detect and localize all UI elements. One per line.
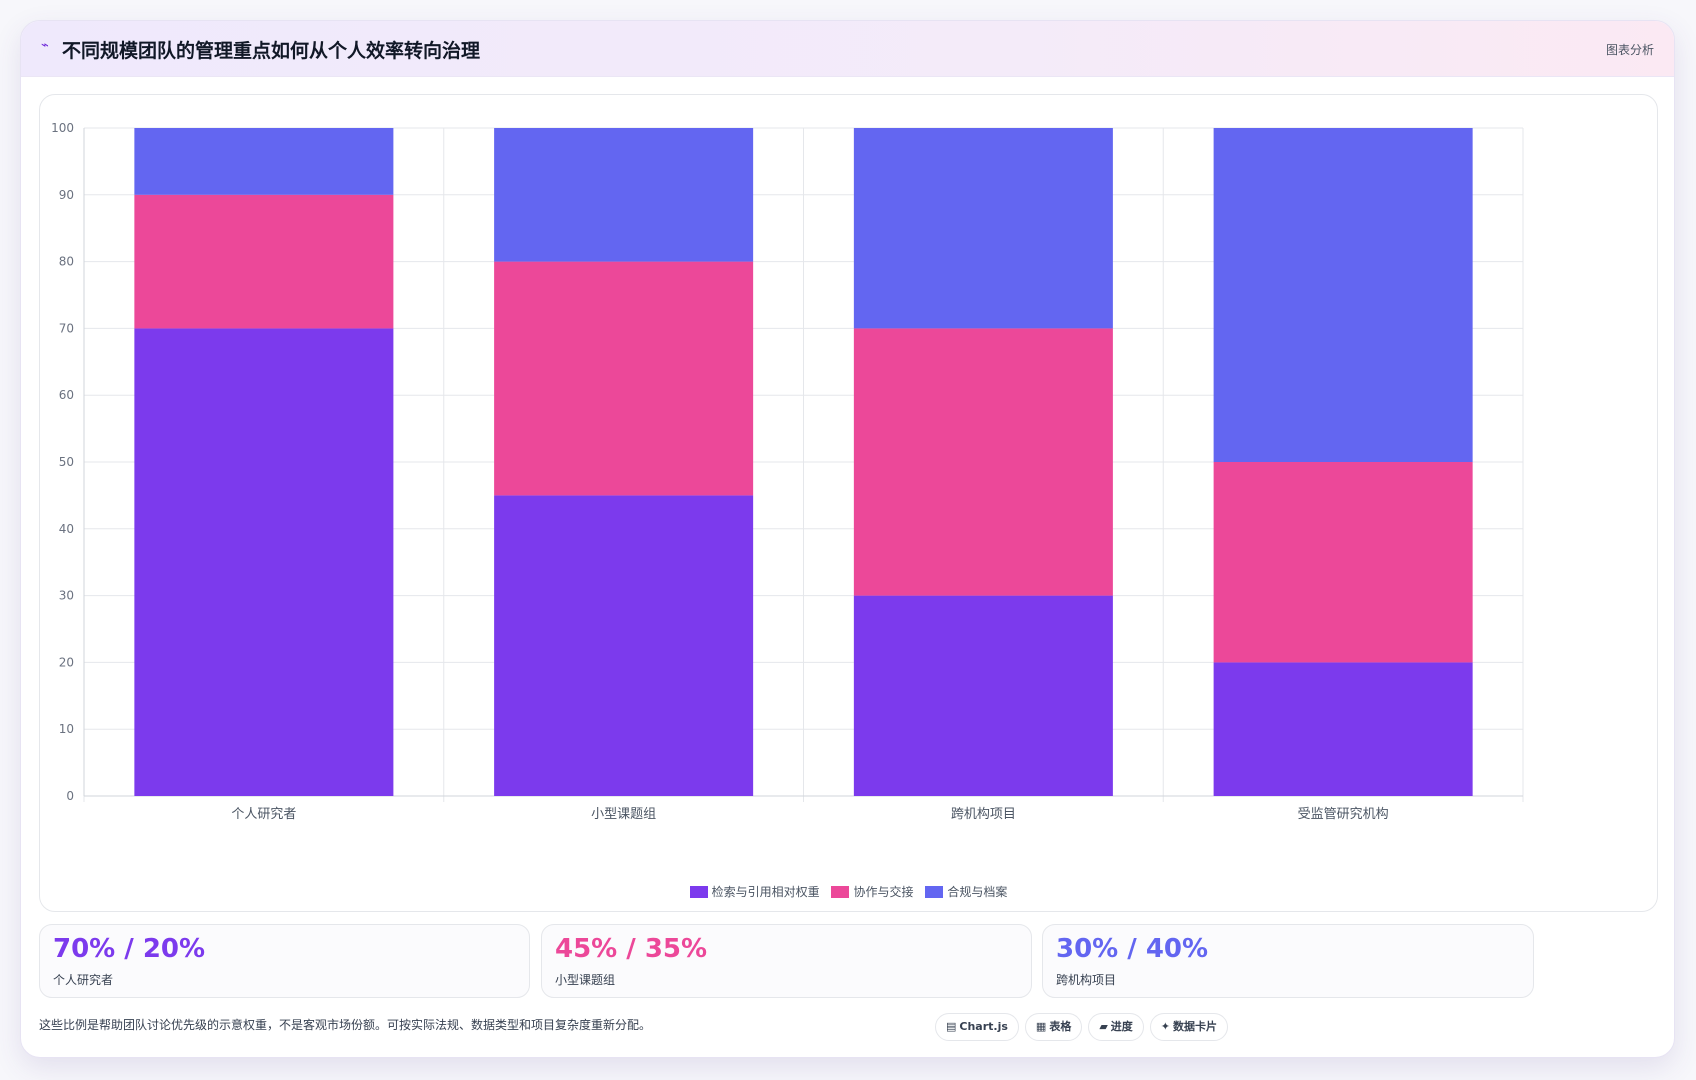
legend-swatch (689, 886, 708, 898)
y-tick-label: 10 (59, 722, 74, 736)
chip-chartjs[interactable]: ▤ Chart.js (935, 1013, 1019, 1041)
y-tick-label: 80 (59, 255, 74, 269)
bar-segment (494, 128, 754, 262)
bar-segment (853, 595, 1113, 796)
tool-chips: ▤ Chart.js ▦ 表格 ▰ 进度 ✦ 数据卡片 (935, 1013, 1234, 1041)
chip-label: Chart.js (959, 1020, 1008, 1033)
bar-segment (494, 261, 754, 496)
legend-item-collaboration[interactable]: 协作与交接 (831, 883, 914, 900)
progress-icon: ▰ (1099, 1020, 1108, 1033)
y-tick-label: 90 (59, 188, 74, 202)
table-icon: ▦ (1035, 1020, 1047, 1033)
y-tick-label: 50 (59, 455, 74, 469)
chart-card: ⌁ 不同规模团队的管理重点如何从个人效率转向治理 图表分析 0 10 20 30 40 5… (20, 20, 1675, 1058)
footnote: 这些比例是帮助团队讨论优先级的示意权重，不是客观市场份额。可按实际法规、数据类型… (39, 1018, 652, 1032)
bar-segment (1213, 462, 1473, 663)
y-tick-label: 30 (59, 589, 74, 603)
bar-segment (134, 128, 394, 195)
bar-segment (134, 194, 394, 329)
chip-label: 进度 (1110, 1020, 1133, 1033)
bar-segment (1213, 128, 1473, 462)
chip-progress[interactable]: ▰ 进度 (1088, 1013, 1144, 1041)
bar-segment (134, 328, 394, 796)
chart-analysis-badge: 图表分析 (1605, 43, 1654, 57)
x-tick-label: 受监管研究机构 (1298, 807, 1389, 822)
y-tick-label: 70 (59, 321, 74, 335)
card-header: ⌁ 不同规模团队的管理重点如何从个人效率转向治理 图表分析 (21, 21, 1674, 77)
bar-segment (494, 495, 754, 796)
stat-card-individual: 70% / 20% 个人研究者 (39, 924, 530, 998)
y-tick-label: 100 (51, 121, 74, 135)
x-tick-label: 小型课题组 (591, 807, 656, 822)
stat-label: 个人研究者 (53, 973, 114, 987)
chart-panel: 0 10 20 30 40 50 60 70 80 90 100 个人研究者 小型课题组 跨机构项目 受监管… (39, 94, 1658, 912)
x-tick-label: 跨机构项目 (951, 807, 1016, 822)
bar-segment (853, 128, 1113, 329)
legend-item-compliance[interactable]: 合规与档案 (925, 883, 1007, 900)
legend-label: 检索与引用相对权重 (711, 885, 820, 899)
chip-label: 数据卡片 (1173, 1020, 1218, 1033)
chart-title: 不同规模团队的管理重点如何从个人效率转向治理 (62, 40, 481, 62)
stat-value: 30% / 40% (1056, 934, 1209, 964)
trend-icon: ⌁ (41, 38, 49, 53)
bar-segment (1213, 662, 1473, 796)
legend-swatch (831, 886, 850, 898)
chip-table[interactable]: ▦ 表格 (1024, 1013, 1083, 1041)
stat-card-cross-institution: 30% / 40% 跨机构项目 (1042, 924, 1534, 998)
stat-card-small-group: 45% / 35% 小型课题组 (541, 924, 1032, 998)
stat-value: 70% / 20% (53, 934, 206, 964)
y-tick-label: 40 (59, 522, 74, 536)
legend-label: 协作与交接 (853, 885, 914, 899)
stat-label: 跨机构项目 (1056, 973, 1117, 987)
y-tick-label: 60 (59, 388, 74, 402)
legend-swatch (925, 886, 944, 898)
chart-legend: 检索与引用相对权重 协作与交接 合规与档案 (40, 883, 1657, 900)
legend-label: 合规与档案 (947, 885, 1008, 899)
stat-label: 小型课题组 (555, 973, 616, 987)
y-tick-label: 0 (66, 789, 74, 803)
stacked-bar-chart: 0 10 20 30 40 50 60 70 80 90 100 个人研究者 小型课题组 跨机构项目 受监管… (51, 121, 1524, 822)
chart-icon: ▤ (946, 1020, 957, 1033)
bar-segment (853, 328, 1113, 596)
sparkle-icon: ✦ (1160, 1020, 1171, 1033)
chip-label: 表格 (1049, 1020, 1072, 1033)
chip-data-cards[interactable]: ✦ 数据卡片 (1149, 1013, 1229, 1041)
x-tick-label: 个人研究者 (231, 807, 296, 822)
stat-value: 45% / 35% (555, 934, 708, 964)
legend-item-retrieval[interactable]: 检索与引用相对权重 (689, 883, 820, 900)
y-tick-label: 20 (59, 655, 74, 669)
stats-row: 70% / 20% 个人研究者 45% / 35% 小型课题组 30% / 40… (39, 924, 1658, 998)
